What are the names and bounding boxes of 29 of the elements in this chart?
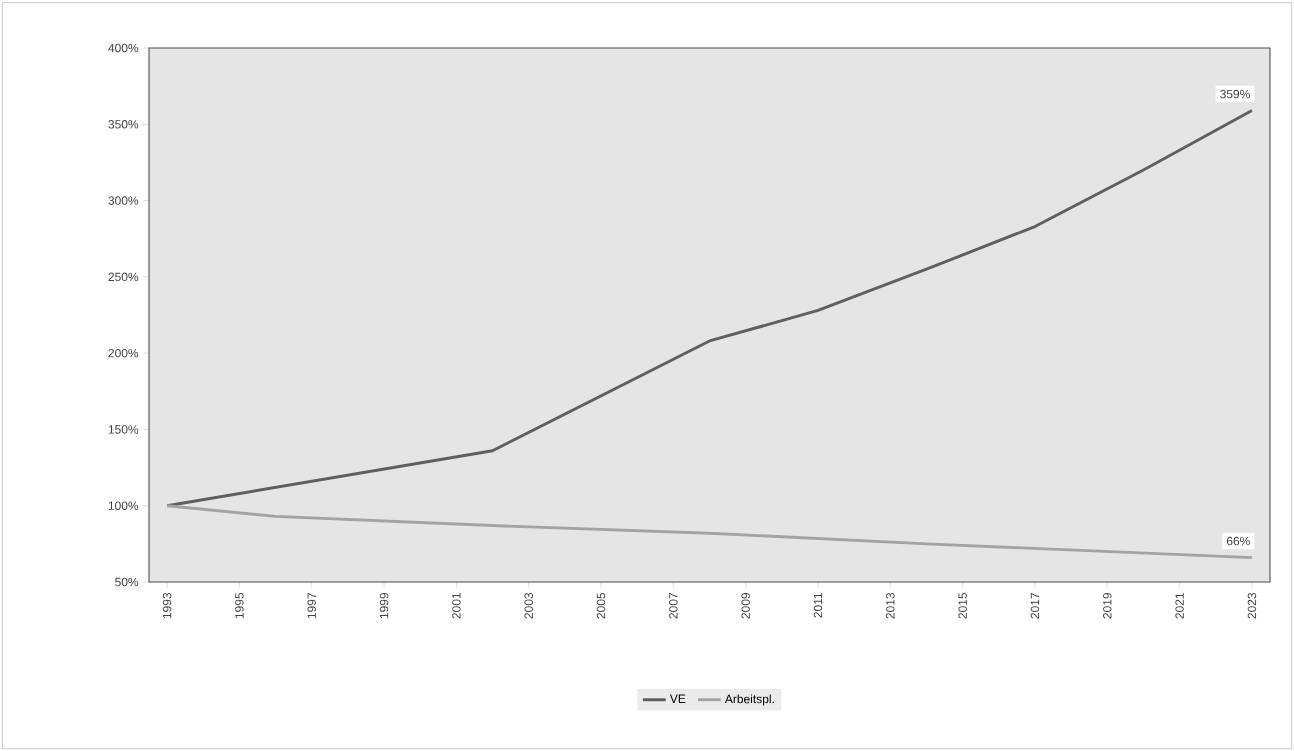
x-tick-label: 2015: [958, 592, 967, 619]
x-tick-label: 2023: [1247, 592, 1257, 619]
y-tick-label: 300%: [108, 196, 139, 205]
y-tick-label: 100%: [108, 501, 139, 510]
annotation: 66%: [1226, 536, 1250, 546]
annotation: 359%: [1220, 89, 1250, 99]
y-tick-label: 400%: [108, 43, 139, 53]
y-tick-label: 250%: [108, 272, 139, 282]
y-tick-label: 50%: [115, 577, 139, 587]
x-tick-label: 2001: [452, 593, 461, 619]
x-tick-label: 1993: [162, 592, 172, 619]
x-tick-label: 1999: [379, 592, 389, 619]
x-tick-label: 1995: [235, 592, 244, 619]
x-tick-label: 1997: [307, 593, 316, 619]
x-tick-label: 2011: [813, 593, 823, 618]
x-tick-label: 2007: [669, 593, 678, 619]
x-tick-label: 2009: [741, 592, 750, 619]
y-tick-label: 200%: [108, 348, 139, 358]
x-tick-label: 2021: [1175, 593, 1184, 619]
line-series: [165, 504, 1254, 560]
legend-label: Arbeitspl.: [724, 694, 774, 706]
x-tick-label: 2013: [886, 592, 895, 619]
y-tick-label: 150%: [108, 425, 139, 434]
y-tick-label: 350%: [108, 120, 139, 129]
x-tick-label: 2005: [596, 592, 606, 619]
x-tick-label: 2019: [1103, 592, 1112, 619]
x-tick-label: 2003: [524, 592, 533, 619]
x-tick-label: 2017: [1030, 593, 1040, 619]
legend-label: VE: [669, 694, 686, 703]
